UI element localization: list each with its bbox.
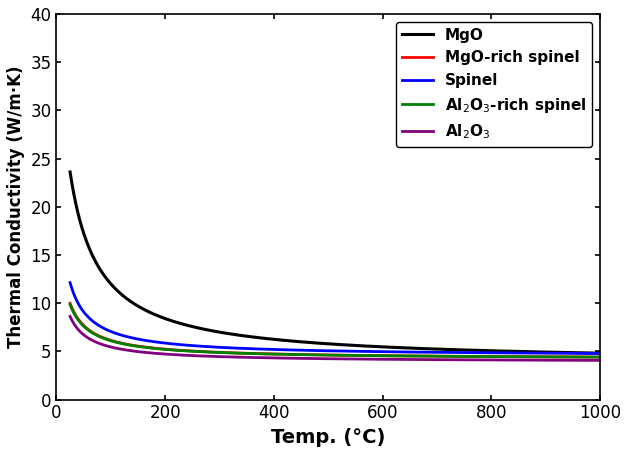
Line: Al$_2$O$_3$: Al$_2$O$_3$ — [70, 316, 600, 360]
Spinel — [99, 325, 106, 331]
MgO — [596, 350, 604, 356]
MgO-rich spinel — [67, 301, 74, 306]
Al$_2$O$_3$-rich spinel — [67, 302, 74, 307]
Line: Al$_2$O$_3$-rich spinel: Al$_2$O$_3$-rich spinel — [70, 305, 600, 357]
MgO-rich spinel — [596, 354, 604, 360]
Line: MgO-rich spinel: MgO-rich spinel — [70, 303, 600, 357]
MgO-rich spinel — [388, 353, 396, 359]
Al$_2$O$_3$ — [404, 357, 411, 362]
Al$_2$O$_3$ — [374, 356, 382, 362]
MgO-rich spinel — [374, 353, 382, 358]
MgO — [99, 271, 106, 276]
Al$_2$O$_3$ — [522, 357, 530, 363]
Al$_2$O$_3$-rich spinel — [404, 353, 411, 359]
Al$_2$O$_3$ — [596, 358, 604, 363]
MgO-rich spinel — [522, 354, 530, 360]
Al$_2$O$_3$-rich spinel — [374, 353, 382, 359]
Spinel — [388, 349, 396, 355]
Al$_2$O$_3$ — [388, 357, 396, 362]
Spinel — [468, 350, 476, 355]
MgO — [404, 345, 411, 350]
MgO — [522, 349, 530, 355]
MgO — [388, 345, 396, 350]
Al$_2$O$_3$-rich spinel — [522, 354, 530, 360]
Al$_2$O$_3$ — [67, 314, 74, 319]
MgO — [374, 344, 382, 350]
Al$_2$O$_3$-rich spinel — [468, 354, 476, 359]
Legend: MgO, MgO-rich spinel, Spinel, Al$_2$O$_3$-rich spinel, Al$_2$O$_3$: MgO, MgO-rich spinel, Spinel, Al$_2$O$_3… — [396, 22, 592, 147]
Spinel — [374, 349, 382, 354]
MgO-rich spinel — [99, 335, 106, 340]
MgO — [67, 169, 74, 175]
Al$_2$O$_3$ — [99, 342, 106, 347]
Line: Spinel: Spinel — [70, 283, 600, 354]
Al$_2$O$_3$ — [468, 357, 476, 363]
Spinel — [596, 351, 604, 356]
MgO — [468, 347, 476, 353]
X-axis label: Temp. (°C): Temp. (°C) — [271, 428, 386, 447]
Al$_2$O$_3$-rich spinel — [596, 355, 604, 360]
Spinel — [67, 280, 74, 286]
Spinel — [522, 350, 530, 356]
MgO-rich spinel — [404, 353, 411, 359]
MgO-rich spinel — [468, 354, 476, 359]
Line: MgO: MgO — [70, 172, 600, 353]
Al$_2$O$_3$-rich spinel — [388, 353, 396, 359]
Al$_2$O$_3$-rich spinel — [99, 335, 106, 340]
Spinel — [404, 349, 411, 355]
Y-axis label: Thermal Conductivity (W/m·K): Thermal Conductivity (W/m·K) — [7, 65, 25, 348]
